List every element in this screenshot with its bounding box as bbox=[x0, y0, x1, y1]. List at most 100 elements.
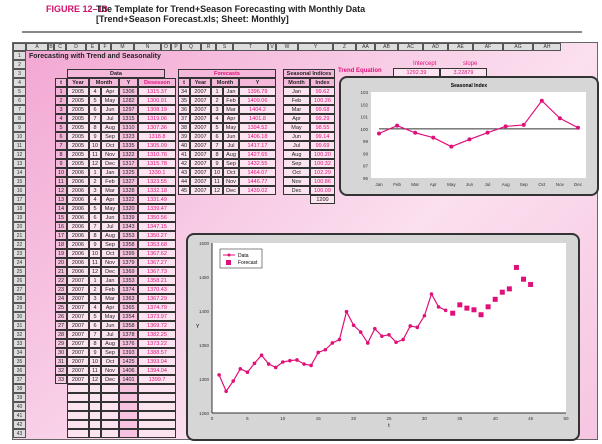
y-cell[interactable]: 1282 bbox=[119, 96, 138, 105]
empty-cell[interactable] bbox=[138, 393, 176, 402]
y-cell[interactable]: 1369 bbox=[119, 267, 138, 276]
y-cell[interactable]: 1353 bbox=[119, 231, 138, 240]
t-cell[interactable]: 1 bbox=[55, 87, 67, 96]
t-cell[interactable]: 26 bbox=[55, 312, 67, 321]
year-cell[interactable]: 2006 bbox=[67, 249, 89, 258]
t-cell[interactable]: 29 bbox=[55, 339, 67, 348]
column-header-AA[interactable]: AA bbox=[356, 43, 375, 51]
y-cell[interactable]: 1376 bbox=[119, 339, 138, 348]
month-num-cell[interactable]: 8 bbox=[89, 231, 101, 240]
row-header-7[interactable]: 7 bbox=[13, 105, 26, 114]
t-cell[interactable]: 32 bbox=[55, 366, 67, 375]
column-header-Q[interactable]: Q bbox=[181, 43, 201, 51]
y-cell[interactable]: 1306 bbox=[119, 87, 138, 96]
empty-cell[interactable] bbox=[119, 402, 138, 411]
row-header-4[interactable]: 4 bbox=[13, 78, 26, 87]
empty-cell[interactable] bbox=[138, 420, 176, 429]
row-header-28[interactable]: 28 bbox=[13, 294, 26, 303]
month-num-cell[interactable]: 6 bbox=[89, 321, 101, 330]
column-header-M[interactable]: M bbox=[111, 43, 134, 51]
month-cell[interactable]: Oct bbox=[101, 249, 119, 258]
column-header-P[interactable]: P bbox=[171, 43, 181, 51]
t-cell[interactable]: 31 bbox=[55, 357, 67, 366]
year-cell[interactable]: 2006 bbox=[67, 168, 89, 177]
y-cell[interactable]: 1335 bbox=[119, 141, 138, 150]
t-cell[interactable]: 24 bbox=[55, 294, 67, 303]
empty-cell[interactable] bbox=[101, 429, 119, 438]
year-cell[interactable]: 2006 bbox=[67, 267, 89, 276]
year-cell[interactable]: 2007 bbox=[67, 375, 89, 384]
t-cell[interactable]: 6 bbox=[55, 132, 67, 141]
year-cell[interactable]: 2005 bbox=[67, 150, 89, 159]
month-num-cell[interactable]: 11 bbox=[89, 150, 101, 159]
y-cell[interactable]: 1358 bbox=[119, 321, 138, 330]
empty-cell[interactable] bbox=[89, 420, 101, 429]
column-header-Y[interactable]: Y bbox=[298, 43, 333, 51]
year-cell[interactable]: 2007 bbox=[67, 348, 89, 357]
month-num-cell[interactable]: 5 bbox=[89, 96, 101, 105]
y-cell[interactable]: 1354 bbox=[119, 312, 138, 321]
row-header-24[interactable]: 24 bbox=[13, 258, 26, 267]
year-cell[interactable]: 2005 bbox=[67, 123, 89, 132]
month-cell[interactable]: Aug bbox=[101, 339, 119, 348]
row-header-30[interactable]: 30 bbox=[13, 312, 26, 321]
t-cell[interactable]: 15 bbox=[55, 213, 67, 222]
row-header-14[interactable]: 14 bbox=[13, 168, 26, 177]
row-header-20[interactable]: 20 bbox=[13, 222, 26, 231]
year-cell[interactable]: 2007 bbox=[67, 357, 89, 366]
month-num-cell[interactable]: 11 bbox=[89, 258, 101, 267]
y-cell[interactable]: 1353 bbox=[119, 276, 138, 285]
month-cell[interactable]: Nov bbox=[101, 150, 119, 159]
y-cell[interactable]: 1315 bbox=[119, 114, 138, 123]
month-cell[interactable]: Sep bbox=[101, 348, 119, 357]
empty-cell[interactable] bbox=[119, 411, 138, 420]
empty-cell[interactable] bbox=[138, 384, 176, 393]
month-cell[interactable]: Sep bbox=[101, 132, 119, 141]
y-cell[interactable]: 1317 bbox=[119, 159, 138, 168]
row-header-35[interactable]: 35 bbox=[13, 357, 26, 366]
month-num-cell[interactable]: 7 bbox=[89, 114, 101, 123]
month-cell[interactable]: Apr bbox=[101, 303, 119, 312]
y-cell[interactable]: 1378 bbox=[119, 330, 138, 339]
column-header-AF[interactable]: AF bbox=[473, 43, 503, 51]
empty-cell[interactable] bbox=[67, 411, 89, 420]
month-cell[interactable]: Jul bbox=[101, 222, 119, 231]
row-header-11[interactable]: 11 bbox=[13, 141, 26, 150]
year-cell[interactable]: 2006 bbox=[67, 222, 89, 231]
row-header-43[interactable]: 43 bbox=[13, 429, 26, 438]
month-num-cell[interactable]: 7 bbox=[89, 330, 101, 339]
empty-cell[interactable] bbox=[67, 402, 89, 411]
y-cell[interactable]: 1425 bbox=[119, 357, 138, 366]
row-header-37[interactable]: 37 bbox=[13, 375, 26, 384]
column-header-N[interactable]: N bbox=[134, 43, 161, 51]
month-cell[interactable]: Jan bbox=[101, 168, 119, 177]
column-header-D[interactable]: D bbox=[66, 43, 86, 51]
month-cell[interactable]: Jun bbox=[101, 213, 119, 222]
t-cell[interactable]: 12 bbox=[55, 186, 67, 195]
row-header-22[interactable]: 22 bbox=[13, 240, 26, 249]
y-cell[interactable]: 1399 bbox=[119, 249, 138, 258]
row-header-31[interactable]: 31 bbox=[13, 321, 26, 330]
row-header-39[interactable]: 39 bbox=[13, 393, 26, 402]
t-cell[interactable]: 8 bbox=[55, 150, 67, 159]
y-cell[interactable]: 1327 bbox=[119, 177, 138, 186]
year-cell[interactable]: 2005 bbox=[67, 132, 89, 141]
row-header-16[interactable]: 16 bbox=[13, 186, 26, 195]
month-num-cell[interactable]: 12 bbox=[89, 375, 101, 384]
empty-cell[interactable] bbox=[119, 393, 138, 402]
y-cell[interactable]: 1406 bbox=[119, 366, 138, 375]
empty-cell[interactable] bbox=[138, 411, 176, 420]
year-cell[interactable]: 2005 bbox=[67, 141, 89, 150]
column-header-AC[interactable]: AC bbox=[398, 43, 423, 51]
column-header-C[interactable]: C bbox=[54, 43, 66, 51]
column-header-A[interactable]: A bbox=[26, 43, 48, 51]
month-num-cell[interactable]: 4 bbox=[89, 87, 101, 96]
row-header-26[interactable]: 26 bbox=[13, 276, 26, 285]
row-header-9[interactable]: 9 bbox=[13, 123, 26, 132]
y-cell[interactable]: 1297 bbox=[119, 105, 138, 114]
month-num-cell[interactable]: 12 bbox=[89, 159, 101, 168]
row-header-15[interactable]: 15 bbox=[13, 177, 26, 186]
empty-cell[interactable] bbox=[119, 429, 138, 438]
month-cell[interactable]: Oct bbox=[101, 357, 119, 366]
month-num-cell[interactable]: 9 bbox=[89, 132, 101, 141]
